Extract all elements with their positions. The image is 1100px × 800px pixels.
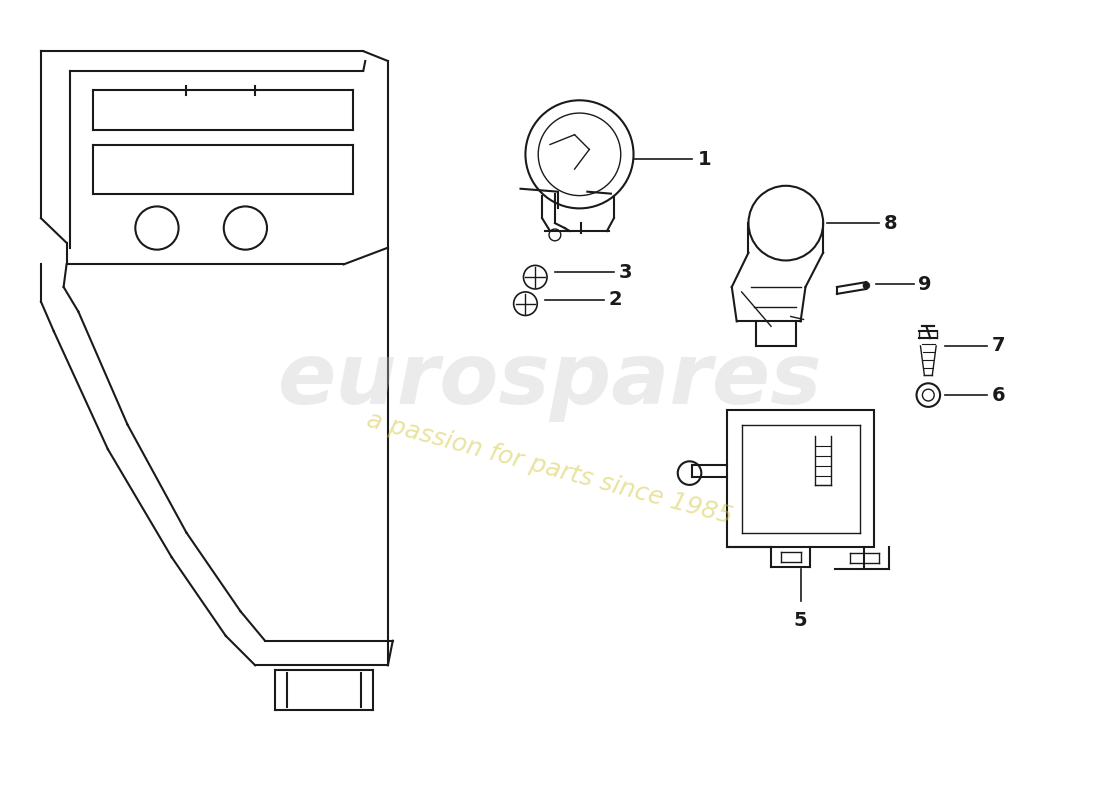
Text: 9: 9 [918, 274, 932, 294]
Text: 7: 7 [992, 337, 1005, 355]
Text: 2: 2 [609, 290, 623, 310]
Text: eurospares: eurospares [278, 339, 823, 422]
Text: 1: 1 [697, 150, 711, 169]
Text: 6: 6 [992, 386, 1005, 405]
Text: 8: 8 [884, 214, 898, 233]
Text: a passion for parts since 1985: a passion for parts since 1985 [364, 408, 736, 530]
Text: 3: 3 [619, 262, 632, 282]
Text: 5: 5 [794, 611, 807, 630]
Circle shape [864, 282, 870, 289]
